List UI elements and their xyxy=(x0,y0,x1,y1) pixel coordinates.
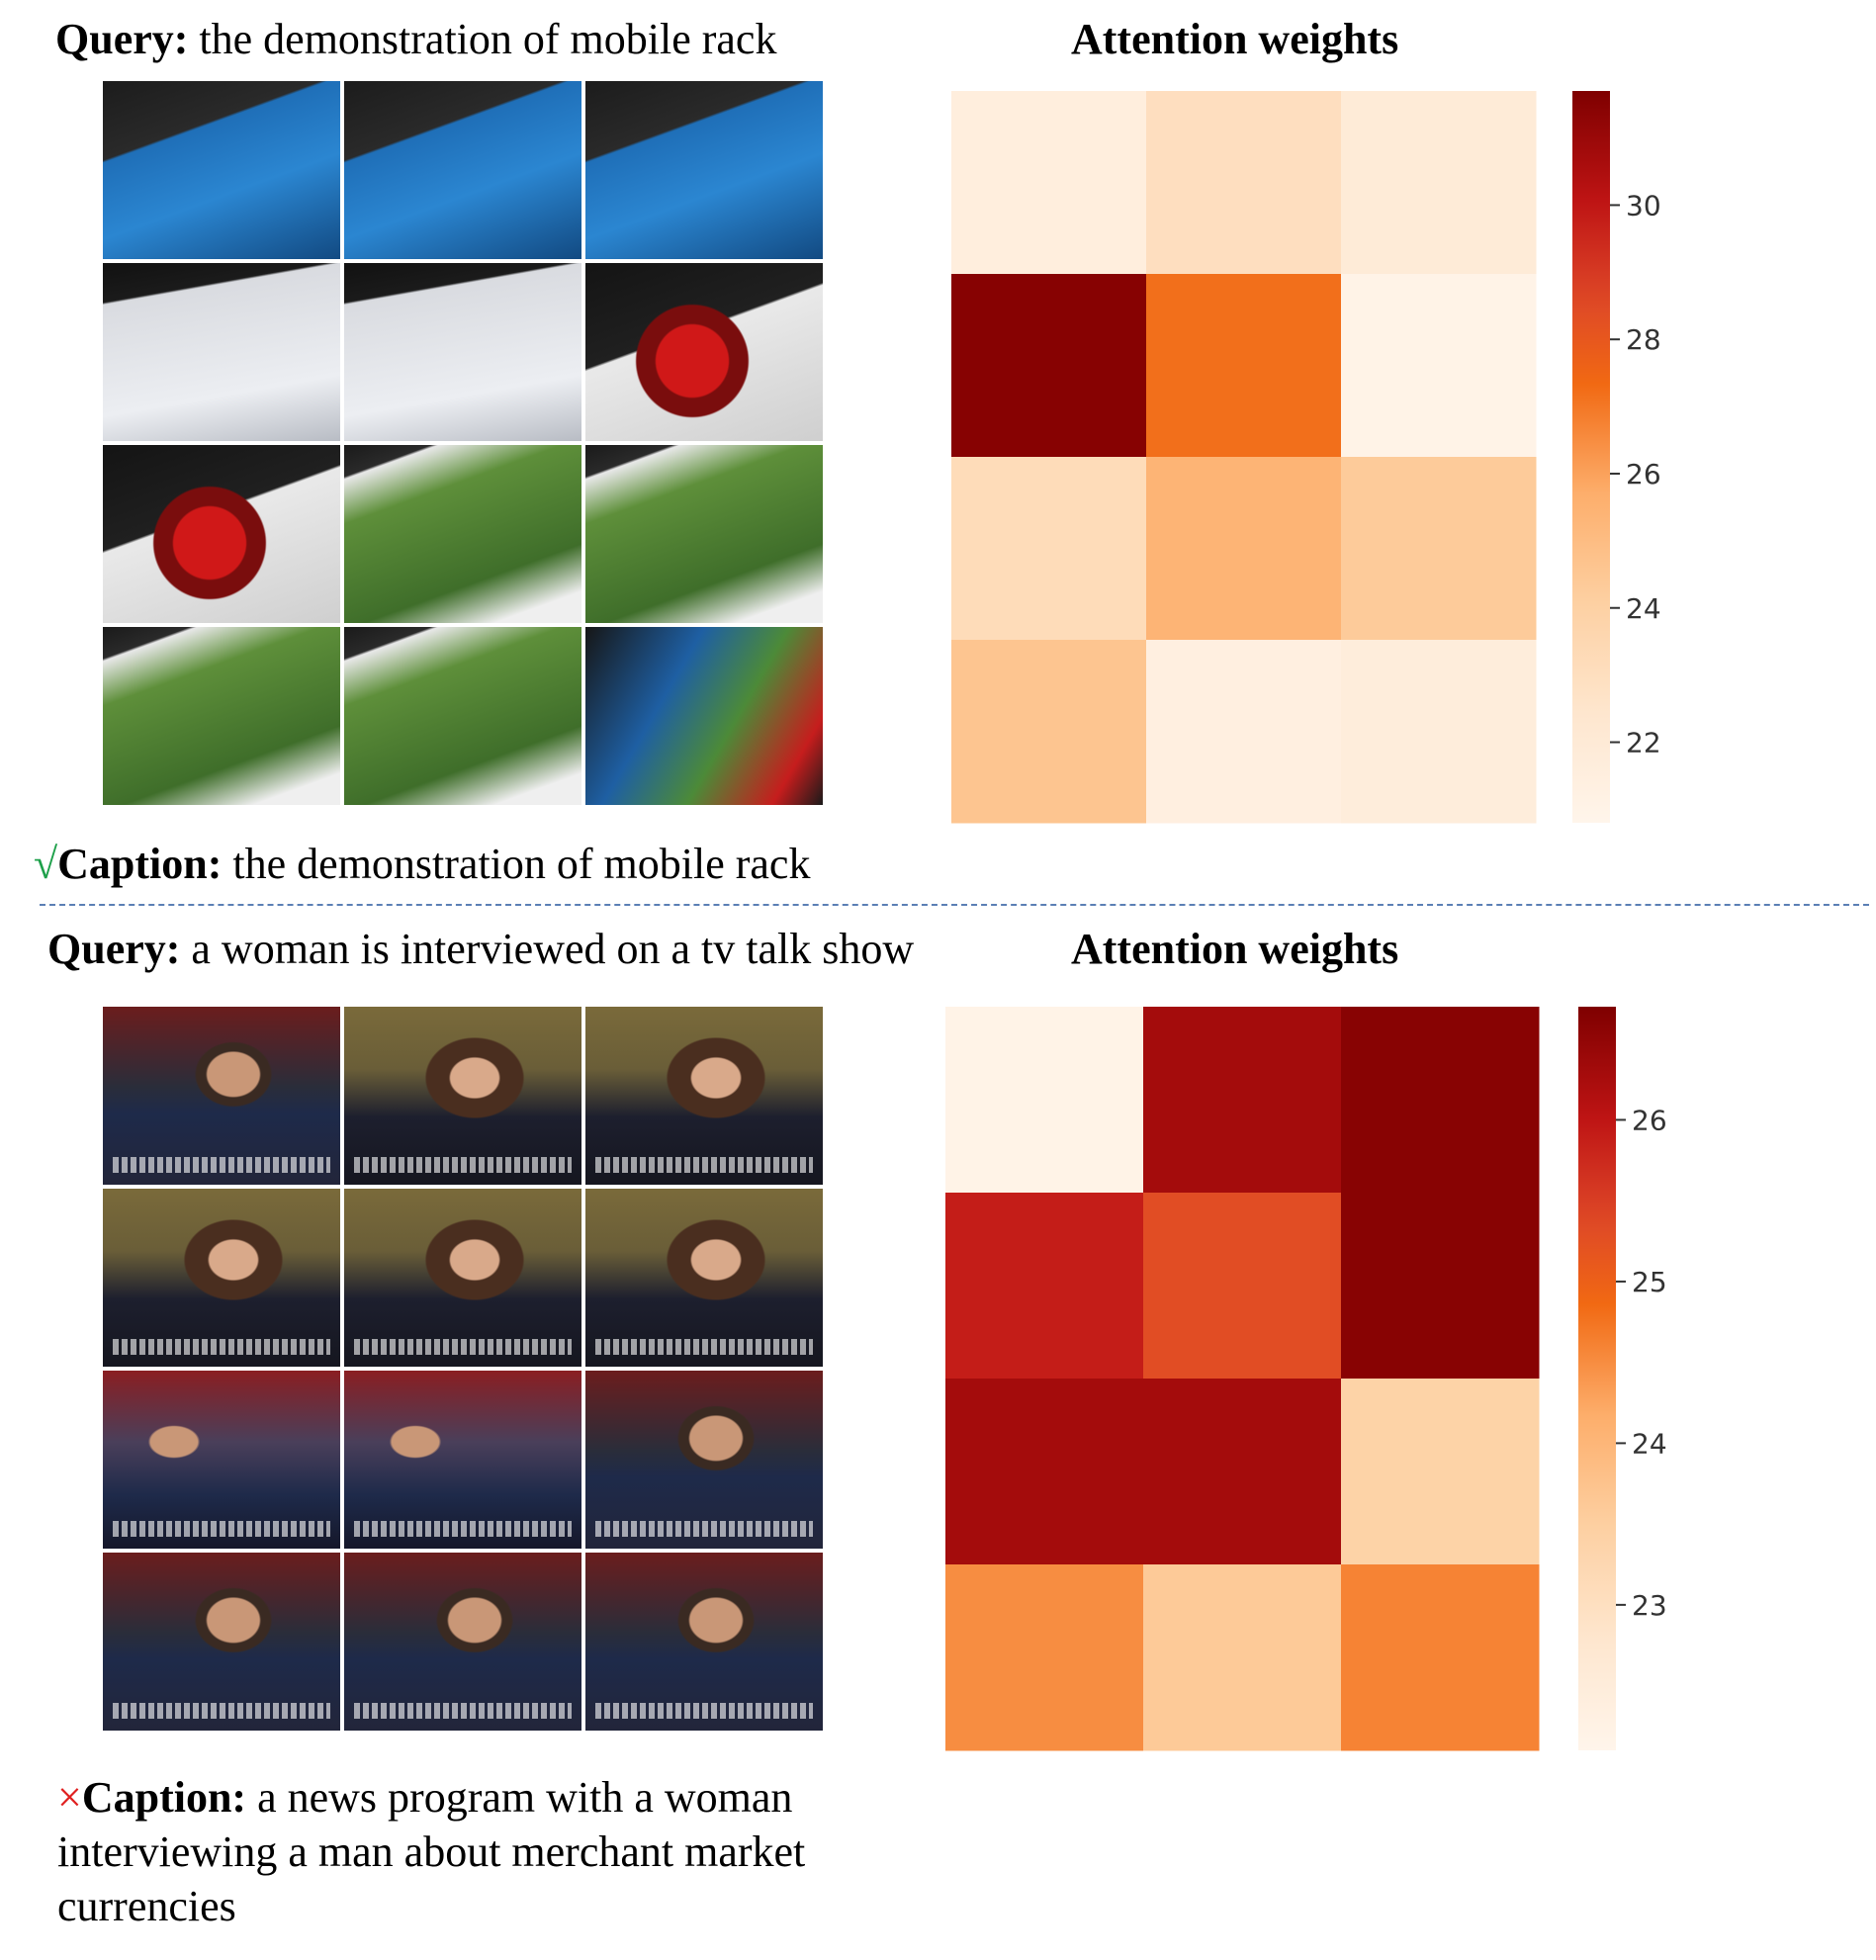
top-frame-raid-controller-box-2 xyxy=(585,445,823,623)
top-frame-areca-boxes xyxy=(585,81,823,259)
heatmap-cell-r3-c1 xyxy=(1146,640,1342,824)
example-correct: Query: the demonstration of mobile rack … xyxy=(0,0,1876,905)
top-frame-raid-controller-box xyxy=(344,445,581,623)
heatmap-cell-r2-c0 xyxy=(945,1379,1144,1565)
bottom-frame-woman-anchor-4 xyxy=(344,1189,581,1367)
example-incorrect: Query: a woman is interviewed on a tv ta… xyxy=(0,910,1876,1960)
heatmap-cell-r0-c2 xyxy=(1341,1007,1540,1194)
heatmap-cell-r3-c1 xyxy=(1143,1564,1342,1751)
check-icon: √ xyxy=(34,840,58,888)
top-frame-motherboard-boxes xyxy=(103,81,340,259)
subtitle-bar xyxy=(354,1339,572,1355)
bottom-frame-woman-anchor xyxy=(344,1007,581,1185)
query-top: Query: the demonstration of mobile rack xyxy=(55,15,777,63)
top-frame-raid-controller-box-3 xyxy=(103,627,340,805)
bottom-frame-man-studio xyxy=(103,1007,340,1185)
heatmap-cell-r0-c0 xyxy=(945,1007,1144,1194)
subtitle-bar xyxy=(113,1339,330,1355)
heatmap-cell-r3-c0 xyxy=(945,1564,1144,1751)
colorbar-tick-label: 26 xyxy=(1626,458,1661,490)
bottom-frame-woman-anchor-3 xyxy=(103,1189,340,1367)
caption-bottom: ×Caption: a news program with a woman in… xyxy=(57,1773,806,1930)
subtitle-bar xyxy=(595,1339,813,1355)
heatmap-cell-r2-c2 xyxy=(1341,457,1537,641)
heatmap-cell-r2-c1 xyxy=(1146,457,1342,641)
bottom-frame-man-closeup xyxy=(103,1553,340,1731)
top-frame-raid-controller-box-4 xyxy=(344,627,581,805)
bottom-frame-man-closeup-3 xyxy=(585,1553,823,1731)
heatmap-cell-r1-c2 xyxy=(1341,1193,1540,1380)
heatmap-cell-r0-c2 xyxy=(1341,91,1537,275)
attention-title-bottom: Attention weights xyxy=(1071,925,1399,973)
colorbar xyxy=(1578,1007,1616,1750)
colorbar-tick-label: 22 xyxy=(1626,727,1661,759)
heatmap-cell-r2-c1 xyxy=(1143,1379,1342,1565)
subtitle-bar xyxy=(595,1521,813,1537)
heatmap-cell-r0-c1 xyxy=(1146,91,1342,275)
heatmap-cell-r3-c0 xyxy=(951,640,1147,824)
top-frame-sata-cables-box xyxy=(585,263,823,441)
heatmap-cell-r2-c2 xyxy=(1341,1379,1540,1565)
heatmap-cell-r1-c2 xyxy=(1341,274,1537,458)
heatmap-cell-r1-c0 xyxy=(951,274,1147,458)
subtitle-bar xyxy=(595,1703,813,1719)
colorbar-tick-label: 24 xyxy=(1626,592,1661,625)
colorbar-tick-label: 23 xyxy=(1632,1589,1667,1622)
dashed-divider xyxy=(40,904,1869,906)
subtitle-bar xyxy=(595,1157,813,1173)
colorbar-tick-label: 24 xyxy=(1632,1427,1667,1460)
video-frames-grid-top xyxy=(103,81,823,805)
bottom-frame-bloomberg-man xyxy=(585,1371,823,1549)
subtitle-bar xyxy=(354,1157,572,1173)
heatmap-cell-r0-c1 xyxy=(1143,1007,1342,1194)
top-frame-mobile-rack-box-closeup xyxy=(344,263,581,441)
heatmap-cell-r1-c0 xyxy=(945,1193,1144,1380)
top-frame-supermicro-box xyxy=(344,81,581,259)
colorbar-tick-label: 30 xyxy=(1626,189,1661,222)
cross-icon: × xyxy=(57,1773,82,1822)
subtitle-bar xyxy=(113,1521,330,1537)
subtitle-bar xyxy=(113,1157,330,1173)
bottom-frame-woman-anchor-2 xyxy=(585,1007,823,1185)
heatmap-cell-r3-c2 xyxy=(1341,1564,1540,1751)
colorbar xyxy=(1572,91,1610,823)
query-bottom: Query: a woman is interviewed on a tv ta… xyxy=(47,925,915,973)
bottom-frame-bloomberg-interview-2 xyxy=(344,1371,581,1549)
caption-top: √Caption: the demonstration of mobile ra… xyxy=(34,840,811,888)
bottom-frame-man-closeup-2 xyxy=(344,1553,581,1731)
top-frame-boxes-group xyxy=(585,627,823,805)
colorbar-tick-label: 25 xyxy=(1632,1266,1667,1298)
top-frame-sata-cables xyxy=(103,445,340,623)
subtitle-bar xyxy=(113,1703,330,1719)
top-frame-mobile-rack-box xyxy=(103,263,340,441)
subtitle-bar xyxy=(354,1521,572,1537)
heatmap-cell-r3-c2 xyxy=(1341,640,1537,824)
bottom-frame-woman-anchor-5 xyxy=(585,1189,823,1367)
heatmap-top: 22 24 26 28 30 xyxy=(951,91,1661,824)
bottom-frame-bloomberg-interview xyxy=(103,1371,340,1549)
heatmap-cell-r1-c1 xyxy=(1143,1193,1342,1380)
colorbar-tick-label: 28 xyxy=(1626,323,1661,356)
heatmap-cell-r2-c0 xyxy=(951,457,1147,641)
heatmap-bottom: 23 24 25 26 xyxy=(945,1007,1667,1751)
subtitle-bar xyxy=(354,1703,572,1719)
heatmap-cell-r1-c1 xyxy=(1146,274,1342,458)
attention-title-top: Attention weights xyxy=(1071,15,1399,63)
heatmap-cell-r0-c0 xyxy=(951,91,1147,275)
colorbar-tick-label: 26 xyxy=(1632,1104,1667,1136)
video-frames-grid-bottom xyxy=(103,1007,823,1731)
